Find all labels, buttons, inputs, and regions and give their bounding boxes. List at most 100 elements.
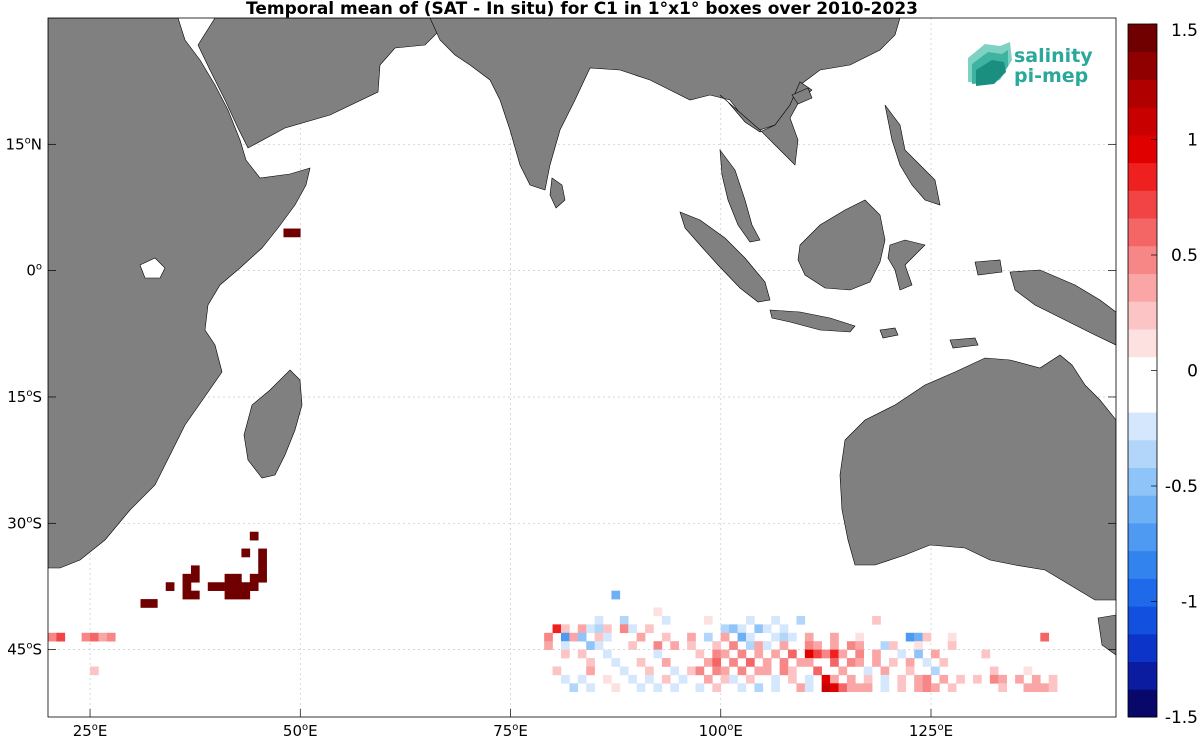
data-cell bbox=[687, 632, 696, 642]
colorbar-labels: 1.5 1 0.5 0 -0.5 -1 -1.5 bbox=[1151, 21, 1198, 728]
colorbar-segment bbox=[1128, 190, 1157, 219]
data-cell bbox=[855, 658, 865, 667]
salinity-pi-mep-logo: salinity pi-mep bbox=[968, 42, 1093, 87]
data-cell bbox=[1040, 632, 1050, 642]
data-cell bbox=[720, 666, 730, 676]
data-cell bbox=[207, 582, 217, 591]
data-cell bbox=[779, 624, 789, 634]
land-south-asia bbox=[429, 18, 901, 191]
data-cell bbox=[813, 649, 822, 659]
data-cell bbox=[560, 624, 570, 634]
data-cell bbox=[737, 632, 747, 642]
data-cell bbox=[216, 582, 225, 591]
data-cell bbox=[560, 641, 570, 650]
data-cell bbox=[653, 649, 663, 659]
data-cell bbox=[830, 641, 839, 650]
data-cell bbox=[838, 683, 848, 693]
data-cell bbox=[628, 641, 637, 650]
data-cell bbox=[947, 683, 957, 693]
logo-wave-icon bbox=[968, 42, 1012, 86]
colorbar-segment bbox=[1128, 51, 1157, 80]
data-cell bbox=[233, 582, 242, 591]
lat-tick-label: 15oN bbox=[6, 135, 42, 153]
data-cell bbox=[821, 683, 831, 693]
data-cell bbox=[619, 624, 629, 634]
data-cell bbox=[813, 666, 822, 676]
land-philippines bbox=[884, 104, 941, 206]
data-cell bbox=[762, 624, 772, 634]
data-cell bbox=[804, 658, 814, 667]
data-cell bbox=[830, 632, 839, 642]
data-cell bbox=[190, 590, 200, 600]
data-cell bbox=[594, 615, 604, 625]
data-cell bbox=[737, 666, 747, 676]
data-cell bbox=[628, 624, 637, 634]
data-cell bbox=[182, 582, 192, 591]
data-cell bbox=[182, 573, 192, 583]
land-tasmania bbox=[1097, 614, 1116, 656]
data-cell bbox=[872, 649, 881, 659]
data-cell bbox=[821, 649, 831, 659]
data-cell bbox=[737, 649, 747, 659]
colorbar-tick-label: 1.5 bbox=[1171, 21, 1198, 41]
data-cell bbox=[594, 641, 604, 650]
data-cell bbox=[771, 649, 780, 659]
land-small-island-4 bbox=[949, 337, 979, 349]
colorbar-segment bbox=[1128, 24, 1157, 53]
data-cell bbox=[922, 632, 932, 642]
data-cell bbox=[577, 649, 587, 659]
land-borneo bbox=[797, 199, 886, 291]
data-cell bbox=[930, 666, 940, 676]
data-cell bbox=[745, 674, 755, 684]
data-cell bbox=[611, 590, 621, 600]
data-cell bbox=[586, 624, 595, 634]
colorbar-segment bbox=[1128, 301, 1157, 330]
data-cell bbox=[241, 548, 251, 558]
data-cell bbox=[846, 683, 856, 693]
data-cell bbox=[720, 674, 730, 684]
data-cell bbox=[880, 683, 890, 693]
lat-tick-labels: 15oN 0o 15oS 30oS 45oS bbox=[6, 135, 1116, 659]
colorbar-segment bbox=[1128, 162, 1157, 191]
data-cell bbox=[989, 666, 999, 676]
colorbar-segment bbox=[1128, 328, 1157, 358]
data-cell bbox=[628, 674, 637, 684]
data-cell bbox=[603, 632, 612, 642]
data-cell bbox=[863, 674, 873, 684]
data-cell bbox=[1031, 674, 1041, 684]
lat-tick-label: 30oS bbox=[7, 514, 42, 532]
data-cell bbox=[241, 582, 251, 591]
data-cell bbox=[249, 531, 259, 541]
data-cell bbox=[594, 624, 604, 634]
data-cell bbox=[636, 658, 646, 667]
data-cell bbox=[872, 658, 881, 667]
colorbar-segment bbox=[1128, 107, 1157, 136]
data-cell bbox=[838, 666, 848, 676]
data-cell bbox=[754, 683, 764, 693]
map-frame bbox=[47, 17, 1117, 718]
land-small-island-2 bbox=[791, 87, 813, 105]
lon-tick-label: 100oE bbox=[699, 722, 743, 740]
data-cell bbox=[190, 565, 200, 575]
data-cell bbox=[678, 658, 688, 667]
data-cell bbox=[788, 666, 797, 676]
data-cell bbox=[636, 632, 646, 642]
data-cell bbox=[838, 649, 848, 659]
data-cell bbox=[855, 632, 865, 642]
data-cell bbox=[712, 658, 722, 667]
data-cell bbox=[577, 624, 587, 634]
data-cell bbox=[249, 573, 259, 583]
data-cell bbox=[233, 573, 242, 583]
colorbar bbox=[1127, 23, 1158, 718]
land-malay-peninsula bbox=[719, 148, 761, 243]
data-cell bbox=[930, 649, 940, 659]
land-sumatra bbox=[679, 211, 771, 303]
data-cell bbox=[922, 683, 932, 693]
land-small-island-5 bbox=[974, 259, 1003, 276]
data-cell bbox=[922, 658, 932, 667]
data-cell bbox=[586, 683, 595, 693]
data-cell bbox=[989, 674, 999, 684]
data-cell bbox=[661, 632, 671, 642]
data-cell bbox=[544, 632, 553, 642]
data-cell bbox=[788, 674, 797, 684]
